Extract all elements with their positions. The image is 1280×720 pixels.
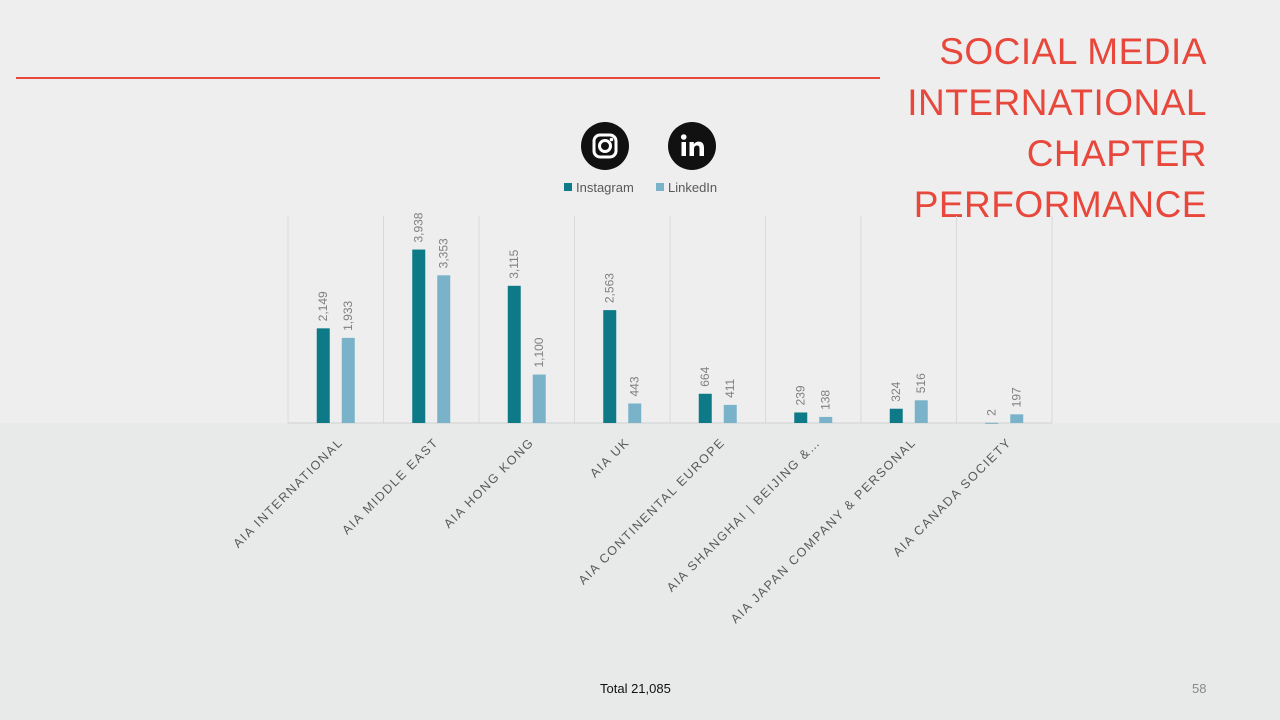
title-divider — [16, 77, 880, 79]
data-label: 443 — [628, 376, 642, 396]
title-line: CHAPTER — [1026, 133, 1207, 174]
data-label: 3,353 — [437, 238, 451, 268]
data-label: 1,933 — [341, 301, 355, 331]
legend-swatch-instagram — [564, 183, 572, 191]
bar-linkedin — [723, 404, 737, 423]
bar-instagram — [889, 408, 903, 423]
bar-linkedin — [341, 337, 355, 423]
data-label: 3,115 — [507, 249, 521, 278]
background-band — [0, 423, 1280, 720]
slide-title: SOCIAL MEDIA INTERNATIONAL CHAPTER PERFO… — [787, 26, 1207, 230]
data-label: 1,100 — [532, 337, 546, 367]
data-label: 2,149 — [316, 291, 330, 321]
data-label: 2,563 — [603, 273, 617, 303]
data-label: 138 — [819, 390, 833, 410]
bar-linkedin — [914, 400, 928, 423]
data-label: 516 — [914, 373, 928, 393]
instagram-icon — [581, 122, 629, 170]
bar-instagram — [507, 285, 521, 423]
legend-swatch-linkedin — [656, 183, 664, 191]
data-label: 3,938 — [412, 212, 426, 242]
data-label: 197 — [1010, 387, 1024, 407]
category-label: AIA MIDDLE EAST — [339, 435, 441, 537]
title-line: PERFORMANCE — [913, 184, 1207, 225]
bar-instagram — [412, 249, 426, 423]
category-label: AIA INTERNATIONAL — [230, 435, 345, 550]
data-label: 324 — [889, 381, 903, 401]
data-label: 239 — [794, 385, 808, 405]
category-label: AIA JAPAN COMPANY & PERSONAL — [728, 435, 919, 626]
data-label: 411 — [723, 378, 737, 397]
bar-instagram — [698, 393, 712, 423]
title-line: SOCIAL MEDIA — [939, 31, 1207, 72]
legend-label-linkedin: LinkedIn — [668, 180, 717, 195]
category-label: AIA UK — [587, 435, 632, 480]
bar-instagram — [985, 422, 999, 424]
bar-instagram — [794, 412, 808, 423]
bar-instagram — [603, 310, 617, 423]
data-label: 664 — [698, 366, 712, 386]
category-label: AIA HONG KONG — [441, 435, 537, 531]
page-number: 58 — [1192, 681, 1207, 696]
category-label: AIA SHANGHAI | BEIJING &… — [664, 435, 823, 594]
bar-linkedin — [437, 275, 451, 423]
total-label: Total 21,085 — [600, 681, 671, 696]
legend-label-instagram: Instagram — [576, 180, 634, 195]
bar-linkedin — [532, 374, 546, 423]
bar-instagram — [316, 328, 330, 423]
title-line: INTERNATIONAL — [907, 82, 1207, 123]
linkedin-icon — [668, 122, 716, 170]
bar-linkedin — [628, 403, 642, 423]
bar-linkedin — [819, 416, 833, 423]
bar-linkedin — [1010, 414, 1024, 423]
data-label: 2 — [985, 409, 999, 416]
